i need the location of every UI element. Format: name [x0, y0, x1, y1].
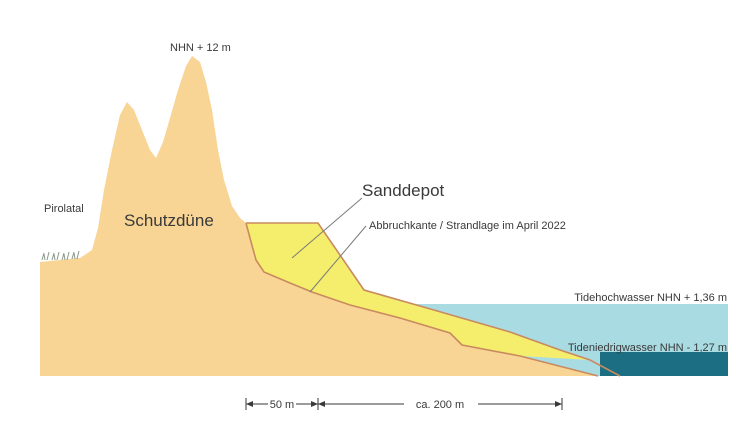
erosion-edge-label: Abbruchkante / Strandlage im April 2022 [369, 220, 566, 232]
peak-elevation-label: NHN + 12 m [170, 42, 231, 54]
sand-depot-leader [291, 197, 363, 259]
grass-tufts-icon [41, 250, 80, 261]
dune-body [40, 56, 598, 376]
erosion-edge-leader [309, 225, 367, 293]
sand-depot-fill [246, 223, 590, 360]
low-tide-water [600, 352, 728, 376]
sand-depot-label: Sanddepot [362, 181, 445, 200]
low-tide-label: Tideniedrigwasser NHN - 1,27 m [568, 342, 727, 354]
high-tide-label: Tidehochwasser NHN + 1,36 m [574, 292, 727, 304]
dune-label: Schutzdüne [124, 211, 214, 230]
dimension-200m [318, 398, 563, 410]
erosion-edge-line [245, 222, 599, 377]
dimension-50m-label: 50 m [270, 399, 294, 411]
dimension-50m [245, 398, 319, 410]
valley-label: Pirolatal [44, 203, 84, 215]
sand-depot-outline [246, 222, 621, 377]
dimension-200m-label: ca. 200 m [416, 399, 464, 411]
